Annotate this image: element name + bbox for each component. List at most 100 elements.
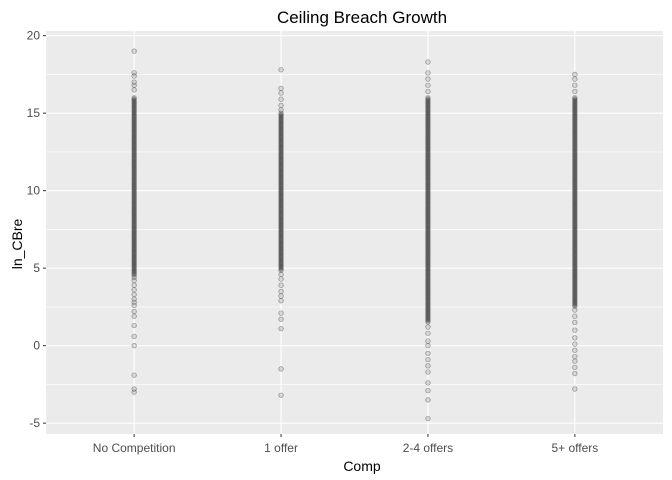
data-point xyxy=(131,181,137,187)
data-point xyxy=(278,151,284,157)
data-point xyxy=(572,246,578,252)
data-point xyxy=(425,192,431,198)
data-point xyxy=(425,126,431,132)
data-point xyxy=(572,300,578,306)
data-point xyxy=(131,259,137,265)
data-point xyxy=(425,186,431,192)
data-point xyxy=(131,138,137,144)
data-point xyxy=(572,223,578,229)
data-point xyxy=(131,109,137,115)
data-point xyxy=(425,241,431,247)
data-point xyxy=(131,386,137,392)
data-point xyxy=(131,95,137,101)
data-point xyxy=(278,260,284,266)
data-point xyxy=(572,296,578,302)
data-point xyxy=(425,363,431,369)
data-point xyxy=(572,254,578,260)
data-point xyxy=(131,267,137,274)
data-point xyxy=(278,240,284,246)
data-point xyxy=(131,170,137,176)
data-point xyxy=(425,103,431,109)
data-point xyxy=(278,142,284,149)
data-point xyxy=(131,165,137,172)
data-point xyxy=(278,115,284,121)
data-point xyxy=(131,261,137,268)
data-point xyxy=(572,272,578,278)
data-point xyxy=(278,116,284,122)
data-point xyxy=(131,113,137,119)
data-point xyxy=(572,141,578,148)
data-point xyxy=(278,171,284,177)
data-point xyxy=(131,234,137,240)
data-point xyxy=(425,279,431,286)
data-point xyxy=(131,188,137,194)
data-point xyxy=(131,117,137,124)
data-point xyxy=(278,226,284,233)
data-point xyxy=(278,107,284,113)
data-point xyxy=(425,204,431,210)
y-tick-label: 10 xyxy=(27,184,41,198)
data-point xyxy=(425,200,431,206)
data-point xyxy=(572,261,578,268)
data-point xyxy=(278,138,284,144)
data-point xyxy=(572,179,578,185)
data-point xyxy=(131,158,137,164)
data-point xyxy=(572,204,578,210)
data-point xyxy=(425,194,431,200)
data-point xyxy=(425,215,431,221)
data-point xyxy=(572,263,578,269)
data-point xyxy=(131,169,137,175)
data-point xyxy=(425,116,431,122)
data-point xyxy=(572,313,578,319)
data-point xyxy=(425,253,431,259)
data-point xyxy=(425,158,431,164)
data-point xyxy=(131,150,137,156)
data-point xyxy=(572,213,578,220)
data-point xyxy=(131,131,137,137)
data-point xyxy=(278,111,284,117)
data-point xyxy=(278,214,284,221)
data-point xyxy=(425,133,431,139)
data-point xyxy=(278,159,284,165)
data-point xyxy=(131,96,137,102)
data-point xyxy=(278,156,284,162)
data-point xyxy=(572,236,578,242)
data-point xyxy=(131,302,137,309)
data-point xyxy=(572,247,578,253)
data-point xyxy=(131,162,137,168)
data-point xyxy=(425,245,431,251)
data-point xyxy=(425,266,431,272)
data-point xyxy=(425,251,431,257)
data-point xyxy=(572,114,578,120)
data-point xyxy=(131,210,137,216)
data-point xyxy=(572,228,578,234)
data-point xyxy=(572,180,578,186)
data-point xyxy=(425,109,431,115)
data-point xyxy=(278,255,284,261)
data-point xyxy=(572,147,578,154)
data-point xyxy=(572,219,578,226)
data-point xyxy=(278,230,284,236)
data-point xyxy=(131,218,137,224)
data-point xyxy=(572,95,578,101)
data-point xyxy=(131,225,137,232)
data-point xyxy=(572,269,578,275)
data-point xyxy=(425,122,431,128)
data-point xyxy=(425,288,431,294)
data-point xyxy=(572,275,578,281)
data-point xyxy=(425,273,431,280)
data-point xyxy=(572,107,578,113)
data-point xyxy=(425,303,431,310)
data-point xyxy=(278,140,284,146)
data-point xyxy=(572,163,578,169)
data-point xyxy=(572,251,578,257)
data-point xyxy=(425,163,431,169)
data-point xyxy=(425,191,431,197)
y-tick-label: 15 xyxy=(27,106,41,120)
data-point xyxy=(425,125,431,131)
data-point xyxy=(572,257,578,263)
data-point xyxy=(425,105,431,112)
data-point xyxy=(131,115,137,121)
data-point xyxy=(131,235,137,241)
